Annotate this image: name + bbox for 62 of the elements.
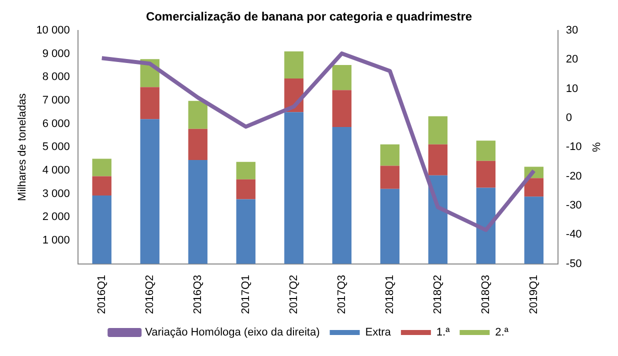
legend-label: 1.ª [436, 326, 451, 339]
y-tick-label: 7 000 [42, 94, 70, 106]
y-tick-label: 1 000 [42, 234, 70, 247]
x-tick-label: 2018Q3 [480, 274, 492, 314]
legend-label: Extra [365, 326, 392, 339]
x-tick-label: 2018Q2 [432, 274, 444, 314]
y2-tick-label: 30 [566, 24, 578, 36]
x-tick-label: 2016Q1 [96, 274, 108, 314]
y-tick-label: 2 000 [42, 211, 70, 224]
bar [524, 196, 544, 264]
bar [476, 140, 496, 161]
chart-title: Comercialização de banana por categoria e quadrimestre [146, 10, 472, 24]
y2-tick-label: -50 [566, 258, 582, 270]
bar [92, 158, 112, 176]
y-axis-title: Milhares de toneladas [16, 92, 29, 201]
bar [332, 90, 352, 128]
y2-tick-label: -30 [566, 200, 582, 212]
bar [140, 87, 160, 120]
y-tick-label: 5 000 [42, 141, 70, 154]
bar [476, 188, 496, 264]
x-tick-label: 2016Q3 [192, 274, 204, 314]
bar [140, 119, 160, 264]
bar [188, 160, 208, 264]
bar [524, 178, 544, 197]
y2-axis-title: % [589, 142, 602, 152]
y-tick-label: 9 000 [42, 48, 70, 60]
bar [476, 160, 496, 188]
y2-tick-label: 20 [566, 54, 578, 66]
bar [284, 51, 304, 78]
y2-tick-label: -20 [566, 170, 582, 182]
y-tick-label: 10 000 [36, 24, 70, 36]
bar [236, 199, 256, 264]
y-tick-label: 6 000 [42, 118, 70, 130]
bar [380, 188, 400, 264]
x-tick-label: 2017Q1 [240, 274, 252, 314]
legend-label: Variação Homóloga (eixo da direita) [145, 326, 320, 339]
bar [188, 100, 208, 129]
y-tick-label: 3 000 [42, 188, 70, 200]
bar [236, 179, 256, 200]
y2-tick-label: 0 [566, 112, 572, 124]
bar [92, 195, 112, 264]
y2-tick-label: 10 [566, 82, 578, 95]
legend-label: 2.ª [495, 326, 510, 339]
y-tick-label: 8 000 [42, 71, 70, 84]
x-tick-label: 2017Q3 [336, 274, 348, 314]
bar [332, 64, 352, 90]
bar [92, 176, 112, 196]
x-tick-label: 2016Q2 [144, 274, 156, 314]
x-tick-label: 2018Q1 [384, 274, 396, 314]
y2-tick-label: -10 [566, 141, 582, 154]
bar [332, 127, 352, 264]
x-tick-label: 2017Q2 [288, 274, 300, 314]
bar [284, 112, 304, 264]
bar [428, 116, 448, 144]
bar [236, 162, 256, 180]
bar [188, 128, 208, 160]
x-tick-label: 2019Q1 [528, 274, 540, 314]
bar [428, 144, 448, 176]
bar [380, 144, 400, 166]
y-tick-label: 4 000 [42, 164, 70, 177]
bar [380, 166, 400, 189]
y2-tick-label: -40 [566, 228, 582, 241]
